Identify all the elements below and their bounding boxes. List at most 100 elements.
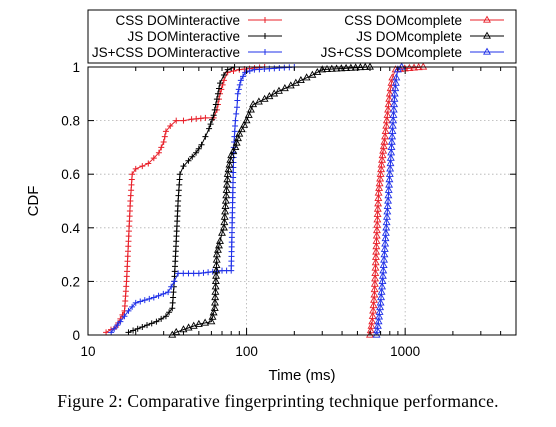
data-point-marker [173,223,180,230]
data-point-marker [385,89,394,97]
legend-label: JS+CSS DOMcomplete [321,45,462,60]
data-point-marker [262,17,268,23]
data-point-marker [139,163,146,170]
data-point-marker [262,33,268,39]
data-point-marker [162,313,169,320]
data-point-marker [117,318,124,325]
data-point-marker [240,120,249,128]
data-point-marker [381,132,390,140]
data-point-marker [368,311,377,319]
data-point-marker [211,282,220,290]
data-point-marker [384,191,393,199]
data-point-marker [145,160,152,167]
data-point-marker [296,75,305,84]
data-point-marker [382,218,391,226]
data-point-marker [195,270,202,277]
data-point-marker [174,218,181,225]
data-point-marker [174,203,181,210]
data-point-marker [374,317,383,325]
data-point-marker [387,148,396,156]
data-point-marker [212,250,221,258]
data-point-marker [141,297,148,304]
x-tick-label: 1000 [390,344,420,359]
data-point-marker [233,110,240,117]
data-point-marker [193,149,200,156]
data-point-marker [170,289,177,296]
data-point-marker [221,201,230,210]
data-point-marker [125,238,132,245]
cdf-chart: 0 0.2 0.4 0.6 0.8 1 10 100 1000 CSS DOMinteracti… [25,9,517,384]
data-point-marker [129,171,136,178]
data-point-marker [369,306,378,314]
data-point-marker [137,298,144,305]
data-point-marker [337,64,346,72]
data-point-marker [180,117,187,124]
data-point-marker [201,318,210,326]
series-line [105,66,265,333]
data-point-marker [150,155,157,162]
data-point-marker [372,231,381,239]
data-point-marker [372,226,381,234]
legend-label: JS+CSS DOMinteractive [92,45,240,60]
data-point-marker [229,147,238,155]
data-point-marker [126,208,133,215]
data-point-marker [169,305,176,312]
data-point-marker [190,270,197,277]
data-point-marker [125,307,132,314]
data-point-marker [161,133,168,140]
data-point-marker [212,101,219,108]
data-point-marker [180,163,187,170]
data-point-marker [215,241,223,249]
data-point-marker [128,181,135,188]
data-point-marker [388,126,397,134]
data-point-marker [397,62,406,70]
data-point-marker [229,219,236,226]
data-point-marker [124,258,131,265]
data-point-marker [234,134,242,142]
data-point-marker [374,199,383,207]
data-point-marker [215,85,222,92]
data-point-marker [376,303,385,311]
grid-lines [88,67,516,335]
data-point-marker [127,198,134,204]
legend-item: JS DOMinteractive [127,29,282,44]
data-point-marker [155,149,162,156]
data-point-marker [185,157,192,164]
data-point-marker [144,322,151,329]
data-point-marker [171,268,178,275]
x-tick-label: 10 [80,344,95,359]
data-point-marker [211,287,220,295]
data-point-marker [387,78,396,86]
y-tick-label: 0 [72,328,80,343]
data-point-marker [126,213,133,220]
legend-item: CSS DOMinteractive [115,13,282,28]
data-point-marker [327,64,336,72]
data-point-marker [158,144,165,151]
y-tick-label: 0.4 [61,221,80,236]
data-point-marker [254,97,263,105]
series-css-dominteractive [103,64,268,336]
data-point-marker [371,252,380,260]
data-point-marker [483,47,491,55]
data-point-marker [381,126,390,134]
data-point-marker [370,295,378,303]
data-point-marker [220,72,227,79]
data-point-marker [386,84,395,92]
data-point-marker [372,330,381,338]
data-point-marker [124,268,131,275]
data-point-marker [371,258,380,266]
data-point-marker [210,303,219,311]
data-point-marker [375,312,384,320]
data-point-marker [378,155,387,163]
data-point-marker [373,321,382,329]
legend-label: JS DOMcomplete [356,29,462,44]
data-point-marker [139,323,146,330]
data-point-marker [224,165,233,173]
legend-label: JS DOMinteractive [127,29,240,44]
data-point-marker [371,274,380,282]
data-point-marker [381,234,390,242]
data-point-marker [111,325,118,332]
data-point-marker [385,175,394,183]
series-line [110,66,295,333]
data-point-marker [384,105,393,113]
